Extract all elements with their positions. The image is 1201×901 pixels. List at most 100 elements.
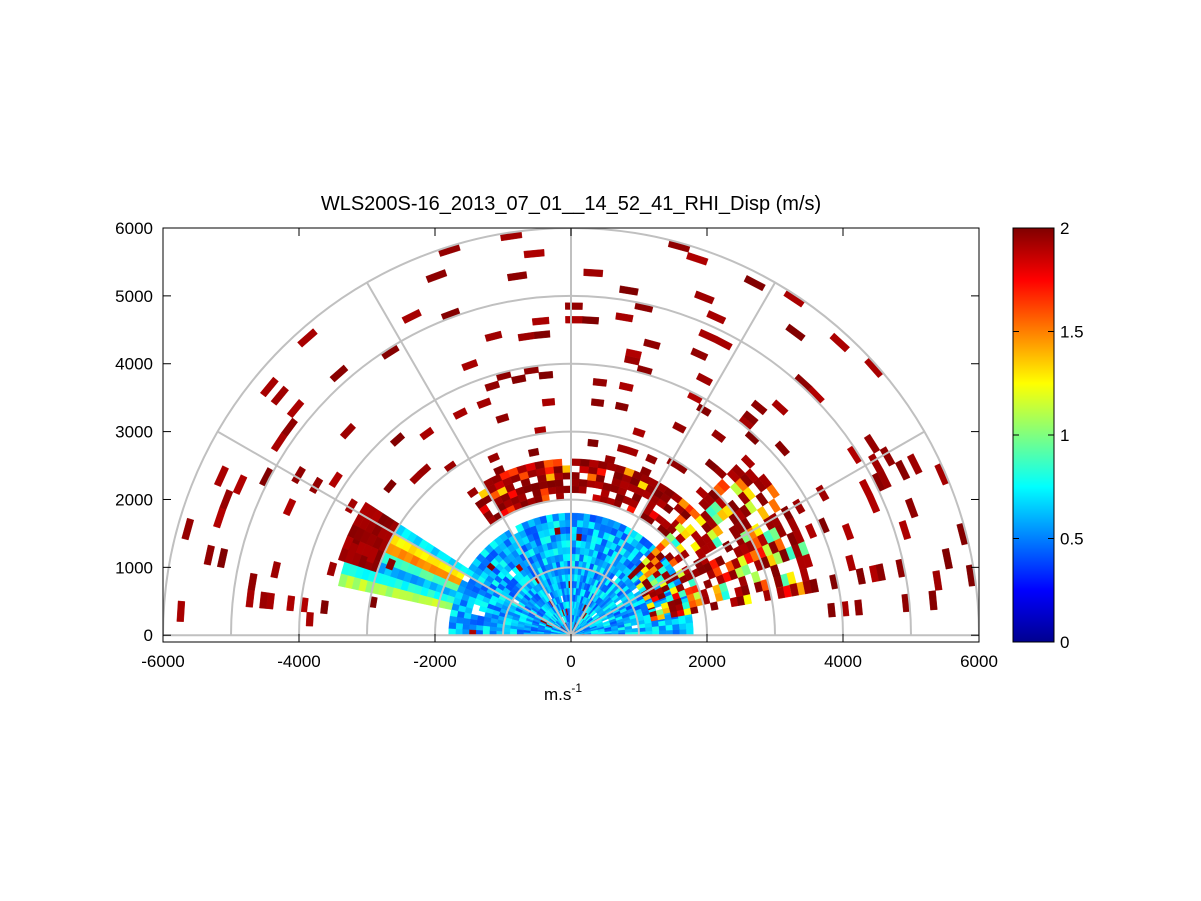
data-cell bbox=[259, 376, 279, 398]
data-cell bbox=[551, 513, 560, 522]
data-cell bbox=[804, 523, 818, 539]
data-cell bbox=[559, 526, 566, 535]
data-cell bbox=[469, 619, 478, 626]
data-cell bbox=[523, 249, 545, 259]
data-cell bbox=[557, 512, 566, 521]
data-cell bbox=[740, 454, 756, 469]
data-cell bbox=[482, 621, 491, 627]
data-cell bbox=[581, 526, 589, 535]
y-axis: 0 1000 2000 3000 4000 5000 6000 bbox=[115, 219, 979, 645]
data-cell bbox=[941, 547, 953, 570]
data-cell bbox=[582, 520, 590, 529]
data-cell bbox=[731, 464, 746, 479]
data-cell bbox=[904, 497, 919, 519]
data-cell bbox=[632, 427, 646, 438]
data-cell bbox=[452, 407, 468, 420]
data-cell bbox=[466, 486, 479, 499]
data-cell bbox=[698, 328, 718, 343]
data-cell bbox=[829, 332, 850, 353]
data-cell bbox=[347, 542, 359, 557]
azimuth-spoke bbox=[570, 282, 776, 636]
data-cell bbox=[216, 547, 229, 569]
data-cell bbox=[690, 347, 709, 361]
data-cell bbox=[827, 602, 836, 618]
data-cell bbox=[555, 485, 564, 494]
data-cell bbox=[774, 440, 791, 457]
data-cell bbox=[894, 459, 911, 481]
azimuth-spoke bbox=[366, 282, 572, 636]
colorbar-tick-label: 0.5 bbox=[1060, 530, 1084, 549]
data-cell bbox=[592, 378, 608, 387]
data-cell bbox=[553, 472, 564, 481]
data-cell bbox=[286, 398, 305, 419]
data-cell bbox=[706, 310, 727, 325]
polar-grid bbox=[163, 228, 979, 637]
data-cell bbox=[639, 466, 652, 477]
data-cell bbox=[932, 570, 943, 591]
x-tick-label: 2000 bbox=[688, 652, 726, 671]
data-cell bbox=[580, 533, 588, 542]
data-cell bbox=[531, 316, 550, 326]
data-cell bbox=[213, 507, 227, 529]
data-cell bbox=[409, 471, 423, 485]
data-cell bbox=[742, 410, 759, 426]
data-cell bbox=[544, 466, 555, 475]
data-cell bbox=[527, 447, 540, 457]
data-cell bbox=[456, 610, 465, 619]
data-cell bbox=[493, 465, 506, 476]
data-cell bbox=[543, 459, 554, 468]
data-cell bbox=[875, 563, 886, 582]
data-cell bbox=[672, 421, 687, 434]
data-cell bbox=[789, 583, 799, 597]
data-cell bbox=[565, 316, 583, 324]
data-cell bbox=[339, 422, 357, 440]
data-cell bbox=[541, 398, 556, 407]
data-cell bbox=[643, 338, 661, 350]
data-cell bbox=[586, 479, 596, 488]
data-cell bbox=[750, 399, 768, 416]
data-cell bbox=[906, 453, 923, 475]
data-cell bbox=[578, 485, 587, 494]
data-cell bbox=[587, 466, 598, 475]
data-cell bbox=[625, 348, 642, 359]
data-cell bbox=[538, 370, 554, 380]
data-cell bbox=[582, 513, 591, 522]
data-cell bbox=[326, 561, 338, 577]
azimuth-spoke bbox=[570, 430, 925, 637]
data-cell bbox=[863, 433, 881, 454]
y-tick-label: 0 bbox=[144, 626, 153, 645]
data-cell bbox=[587, 472, 597, 482]
data-cell bbox=[685, 523, 697, 536]
data-cell bbox=[455, 622, 464, 630]
data-cell bbox=[711, 429, 727, 443]
x-tick-label: -6000 bbox=[141, 652, 184, 671]
data-cell bbox=[286, 595, 296, 612]
data-cell bbox=[213, 465, 229, 487]
data-cell bbox=[552, 465, 563, 474]
data-cell bbox=[573, 573, 578, 582]
data-cell bbox=[176, 600, 186, 622]
data-cell bbox=[282, 498, 297, 517]
data-cell bbox=[590, 398, 605, 407]
data-cell bbox=[658, 625, 667, 631]
data-cell bbox=[695, 372, 714, 387]
y-tick-label: 5000 bbox=[115, 287, 153, 306]
data-cell bbox=[576, 512, 585, 521]
data-cell bbox=[576, 519, 584, 528]
data-cell bbox=[575, 540, 582, 548]
data-cell bbox=[845, 554, 857, 572]
data-cell bbox=[758, 473, 773, 489]
x-tick-label: 6000 bbox=[960, 652, 998, 671]
x-axis-label: m.s-1 bbox=[544, 681, 582, 704]
data-cell bbox=[562, 472, 572, 480]
data-cell bbox=[583, 268, 604, 278]
data-cell bbox=[419, 426, 435, 441]
data-cell bbox=[678, 622, 687, 630]
data-cell bbox=[516, 629, 524, 633]
data-cell bbox=[688, 508, 701, 520]
data-cell bbox=[898, 520, 912, 541]
data-cell bbox=[743, 275, 766, 292]
y-tick-label: 1000 bbox=[115, 558, 153, 577]
data-cell bbox=[462, 617, 471, 625]
